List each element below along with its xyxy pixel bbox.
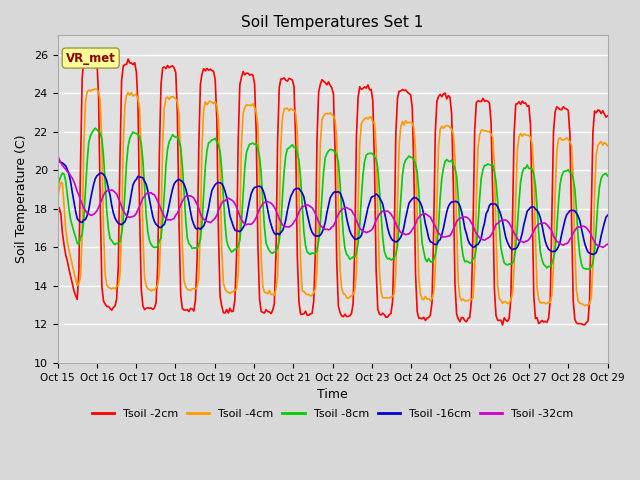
Tsoil -32cm — [504, 218, 511, 224]
Tsoil -8cm — [54, 183, 61, 189]
Tsoil -16cm — [218, 181, 225, 187]
Tsoil -2cm — [513, 101, 521, 107]
Tsoil -8cm — [177, 144, 184, 150]
Tsoil -16cm — [589, 252, 596, 257]
Tsoil -4cm — [177, 159, 184, 165]
Tsoil -32cm — [175, 207, 183, 213]
Tsoil -8cm — [604, 173, 612, 179]
Tsoil -2cm — [364, 82, 372, 88]
Tsoil -16cm — [362, 213, 370, 218]
Line: Tsoil -16cm: Tsoil -16cm — [58, 161, 608, 254]
Title: Soil Temperatures Set 1: Soil Temperatures Set 1 — [241, 15, 424, 30]
Line: Tsoil -8cm: Tsoil -8cm — [58, 128, 608, 269]
Tsoil -8cm — [582, 266, 590, 272]
Tsoil -4cm — [512, 197, 520, 203]
Tsoil -8cm — [60, 171, 68, 177]
Tsoil -32cm — [54, 152, 61, 158]
Tsoil -8cm — [512, 245, 520, 251]
Tsoil -32cm — [510, 230, 518, 236]
Tsoil -32cm — [599, 244, 607, 250]
Tsoil -16cm — [175, 177, 183, 182]
Tsoil -4cm — [364, 116, 372, 122]
Tsoil -2cm — [220, 310, 227, 315]
Tsoil -4cm — [220, 280, 227, 286]
X-axis label: Time: Time — [317, 388, 348, 401]
Legend: Tsoil -2cm, Tsoil -4cm, Tsoil -8cm, Tsoil -16cm, Tsoil -32cm: Tsoil -2cm, Tsoil -4cm, Tsoil -8cm, Tsoi… — [88, 404, 578, 423]
Tsoil -16cm — [604, 212, 612, 218]
Line: Tsoil -32cm: Tsoil -32cm — [58, 155, 608, 247]
Tsoil -32cm — [60, 165, 68, 170]
Tsoil -4cm — [60, 204, 68, 209]
Tsoil -4cm — [54, 196, 61, 202]
Text: VR_met: VR_met — [66, 51, 116, 64]
Tsoil -4cm — [92, 86, 99, 92]
Line: Tsoil -2cm: Tsoil -2cm — [58, 57, 608, 325]
Tsoil -16cm — [60, 161, 68, 167]
Tsoil -2cm — [54, 216, 61, 221]
Tsoil -4cm — [581, 303, 589, 309]
Tsoil -2cm — [60, 242, 68, 248]
Tsoil -16cm — [504, 240, 511, 245]
Tsoil -2cm — [499, 322, 506, 328]
Tsoil -4cm — [604, 143, 612, 149]
Tsoil -8cm — [220, 193, 227, 199]
Tsoil -32cm — [604, 241, 612, 247]
Tsoil -16cm — [510, 246, 518, 252]
Tsoil -2cm — [604, 113, 612, 119]
Tsoil -8cm — [364, 151, 372, 157]
Tsoil -2cm — [88, 54, 96, 60]
Tsoil -4cm — [506, 300, 513, 306]
Tsoil -2cm — [177, 292, 184, 298]
Y-axis label: Soil Temperature (C): Soil Temperature (C) — [15, 135, 28, 264]
Tsoil -2cm — [507, 297, 515, 303]
Line: Tsoil -4cm: Tsoil -4cm — [58, 89, 608, 306]
Tsoil -32cm — [362, 230, 370, 236]
Tsoil -32cm — [218, 201, 225, 206]
Tsoil -16cm — [54, 158, 61, 164]
Tsoil -8cm — [506, 261, 513, 267]
Tsoil -8cm — [92, 125, 99, 131]
